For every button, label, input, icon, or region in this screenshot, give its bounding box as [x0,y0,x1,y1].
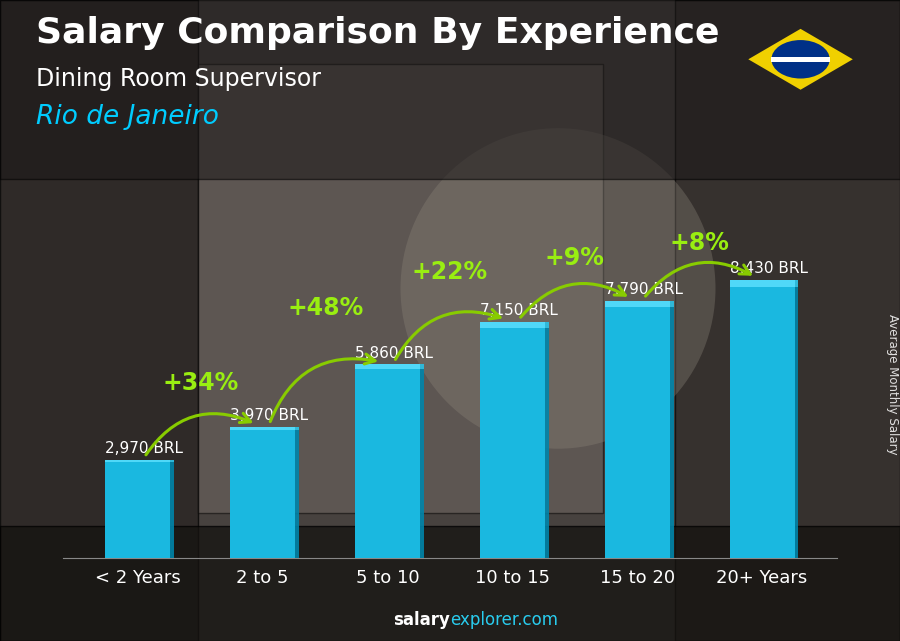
FancyBboxPatch shape [198,64,603,513]
FancyBboxPatch shape [230,427,295,558]
FancyBboxPatch shape [795,279,798,287]
FancyBboxPatch shape [480,322,544,558]
FancyBboxPatch shape [105,460,170,462]
Text: +9%: +9% [544,246,605,270]
Text: Rio de Janeiro: Rio de Janeiro [36,104,219,130]
Text: 7,150 BRL: 7,150 BRL [480,303,558,318]
Text: Average Monthly Salary: Average Monthly Salary [886,314,899,455]
FancyBboxPatch shape [420,365,424,369]
Text: +22%: +22% [412,260,488,284]
FancyBboxPatch shape [795,279,798,558]
FancyBboxPatch shape [420,365,424,558]
FancyBboxPatch shape [605,301,670,558]
Text: Dining Room Supervisor: Dining Room Supervisor [36,67,321,91]
FancyBboxPatch shape [544,322,549,328]
Text: 2,970 BRL: 2,970 BRL [105,441,184,456]
FancyBboxPatch shape [544,322,549,558]
FancyBboxPatch shape [356,365,420,558]
Text: 8,430 BRL: 8,430 BRL [730,261,807,276]
Text: +48%: +48% [287,296,364,320]
FancyBboxPatch shape [771,57,830,63]
FancyBboxPatch shape [356,365,420,369]
Circle shape [771,40,830,79]
FancyBboxPatch shape [0,526,900,641]
FancyBboxPatch shape [295,427,299,430]
FancyBboxPatch shape [170,460,175,462]
Text: explorer.com: explorer.com [450,612,558,629]
FancyBboxPatch shape [605,301,670,307]
Text: 3,970 BRL: 3,970 BRL [230,408,309,423]
FancyBboxPatch shape [0,0,900,179]
Ellipse shape [400,128,716,449]
Polygon shape [748,29,853,90]
Text: 5,860 BRL: 5,860 BRL [356,345,433,360]
Text: salary: salary [393,612,450,629]
FancyBboxPatch shape [730,279,795,558]
FancyBboxPatch shape [230,427,295,430]
FancyBboxPatch shape [295,427,299,558]
Text: 7,790 BRL: 7,790 BRL [605,282,683,297]
FancyBboxPatch shape [730,279,795,287]
Text: +8%: +8% [670,231,730,255]
FancyBboxPatch shape [675,0,900,641]
FancyBboxPatch shape [480,322,544,328]
FancyBboxPatch shape [170,460,175,558]
FancyBboxPatch shape [670,301,673,307]
FancyBboxPatch shape [105,460,170,558]
Text: Salary Comparison By Experience: Salary Comparison By Experience [36,16,719,50]
FancyBboxPatch shape [0,0,198,641]
FancyBboxPatch shape [670,301,673,558]
Text: +34%: +34% [162,372,238,395]
